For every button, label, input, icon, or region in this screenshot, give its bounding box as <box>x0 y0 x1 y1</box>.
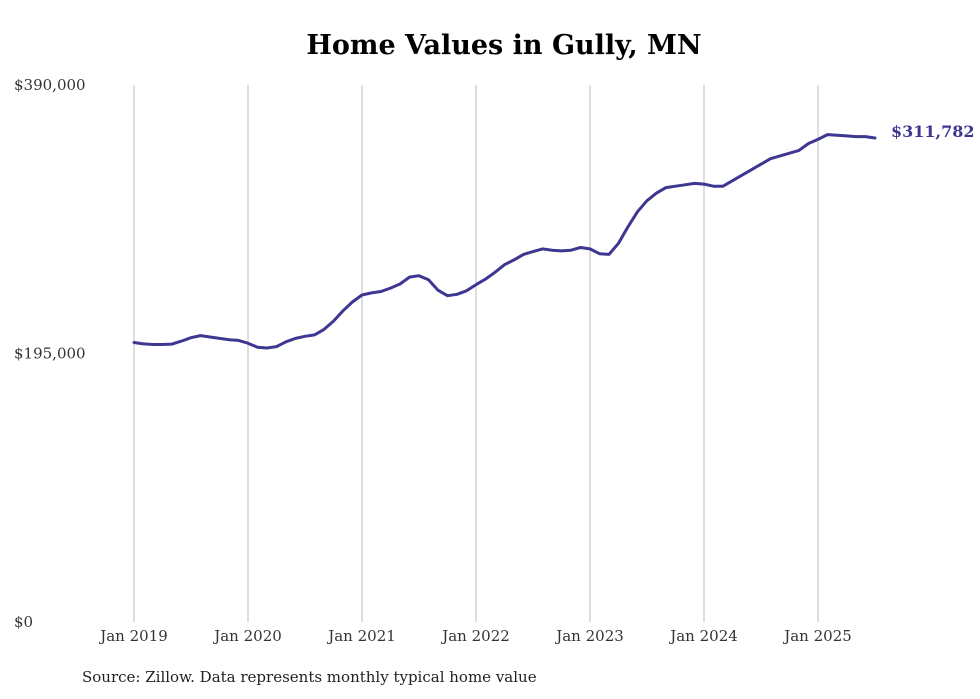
end-value-label: $311,782 <box>891 122 975 141</box>
x-tick-label: Jan 2021 <box>326 627 396 645</box>
source-note: Source: Zillow. Data represents monthly … <box>82 668 537 686</box>
x-tick-label: Jan 2024 <box>668 627 738 645</box>
vertical-gridlines <box>133 85 819 622</box>
x-tick-label: Jan 2022 <box>440 627 510 645</box>
series-line <box>132 133 877 350</box>
chart-title: Home Values in Gully, MN <box>306 30 702 61</box>
y-axis-tick-labels: $0 $195,000 $390,000 <box>14 76 86 631</box>
x-tick-label: Jan 2019 <box>98 627 168 645</box>
end-value-label-layer: $311,782 <box>891 122 975 141</box>
x-tick-label: Jan 2023 <box>554 627 624 645</box>
y-tick-label: $390,000 <box>14 76 86 94</box>
x-tick-label: Jan 2020 <box>212 627 282 645</box>
y-tick-label: $195,000 <box>14 345 86 363</box>
series-layer <box>132 133 877 350</box>
x-axis-tick-labels: Jan 2019 Jan 2020 Jan 2021 Jan 2022 Jan 2023… <box>98 627 852 645</box>
x-tick-label: Jan 2025 <box>782 627 852 645</box>
y-tick-label: $0 <box>14 613 33 631</box>
